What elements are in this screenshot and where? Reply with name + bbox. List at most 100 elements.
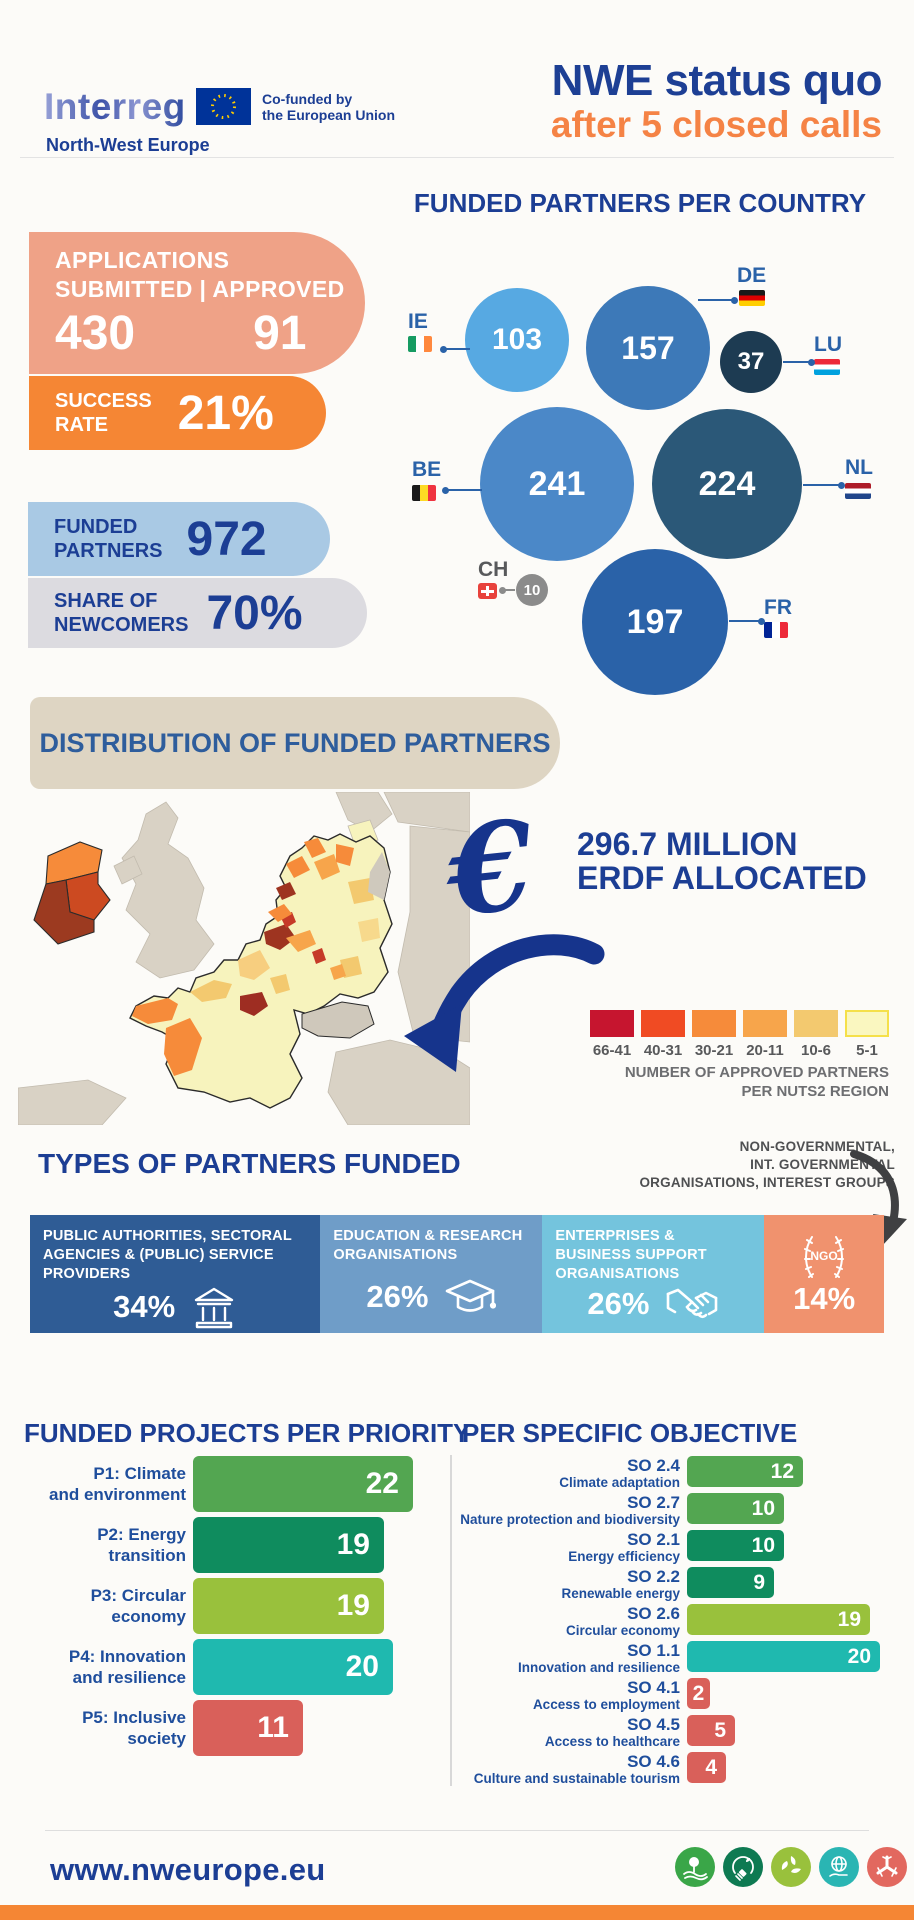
- priority-label-line1: P5: Inclusive: [82, 1707, 186, 1727]
- so-label-4-6: SO 4.6 Culture and sustainable tourism: [460, 1752, 680, 1787]
- priority-value: 20: [345, 1650, 379, 1683]
- ch-flag-icon: [478, 583, 497, 599]
- applications-box: APPLICATIONS SUBMITTED | APPROVED 430 91: [29, 232, 365, 374]
- so-value: 10: [751, 1496, 775, 1520]
- interreg-logo: Interreg: [44, 86, 186, 128]
- label-nl: NL: [845, 456, 873, 479]
- ngo-laurel-icon: NGO: [804, 1236, 845, 1278]
- priority-label-line1: P4: Innovation: [68, 1646, 186, 1666]
- legend-label: 66-41: [592, 1042, 632, 1059]
- legend-label: 5-1: [856, 1042, 878, 1059]
- priority-label-line1: P2: Energy: [97, 1524, 186, 1544]
- distribution-title-box: DISTRIBUTION OF FUNDED PARTNERS: [30, 697, 560, 789]
- innovation-resilience-icon: [819, 1847, 859, 1887]
- legend-swatch-5-1: [845, 1010, 889, 1037]
- newcomers-box: SHARE OF NEWCOMERS 70%: [28, 578, 367, 648]
- programme-name: North-West Europe: [46, 135, 210, 155]
- so-value: 2: [692, 1681, 705, 1705]
- so-value: 20: [847, 1644, 871, 1668]
- leader-line-lu: [783, 358, 815, 366]
- so-value: 19: [837, 1607, 861, 1631]
- so-bar-2-1: 10: [687, 1530, 784, 1561]
- lu-flag-icon: [814, 359, 840, 375]
- priority-label-line2: economy: [111, 1607, 186, 1626]
- bank-icon: [195, 1287, 234, 1328]
- legend-swatch-10-6: [794, 1010, 838, 1037]
- so-code: SO 2.6: [627, 1604, 680, 1623]
- so-desc: Circular economy: [565, 1622, 680, 1638]
- label-ch: CH: [478, 558, 509, 581]
- type-segment-education-research: EDUCATION & RESEARCH ORGANISATIONS 26%: [320, 1215, 543, 1333]
- legend-label: 30-21: [694, 1042, 734, 1059]
- priority-bar-p3: 19: [193, 1578, 384, 1634]
- so-code: SO 2.2: [627, 1567, 680, 1586]
- type-segment-public-authorities: PUBLIC AUTHORITIES, SECTORAL AGENCIES & …: [30, 1215, 321, 1333]
- priority-value: 19: [336, 1589, 370, 1622]
- types-note-line1: NON-GOVERNMENTAL,: [739, 1139, 895, 1154]
- leader-line-fr: [729, 617, 765, 625]
- so-value: 10: [751, 1533, 775, 1557]
- bubble-de-value: 157: [621, 329, 675, 366]
- newcomers-value: 70%: [206, 586, 303, 640]
- so-code: SO 2.4: [627, 1456, 680, 1475]
- bubble-lu-value: 37: [737, 348, 765, 375]
- priorities-title: FUNDED PROJECTS PER PRIORITY: [24, 1418, 471, 1448]
- priority-label-p3: P3: Circular economy: [24, 1578, 186, 1634]
- footer-priority-icons: [675, 1847, 907, 1887]
- ie-flag-icon: [408, 336, 432, 352]
- legend-swatch-66-41: [590, 1010, 634, 1037]
- bubble-ie-value: 103: [491, 323, 543, 356]
- graduation-cap-icon: [446, 1279, 497, 1312]
- so-label-2-6: SO 2.6 Circular economy: [460, 1604, 680, 1639]
- erdf-line1: 296.7 MILLION: [577, 826, 798, 862]
- euro-symbol: €: [440, 791, 541, 945]
- so-code: SO 4.6: [627, 1752, 680, 1771]
- priority-value: 19: [336, 1528, 370, 1561]
- leader-line-nl: [803, 481, 845, 489]
- priority-value: 22: [365, 1467, 399, 1500]
- newcomers-label-line1: SHARE OF: [54, 590, 158, 612]
- so-code: SO 2.7: [627, 1493, 680, 1512]
- map-ireland: [33, 841, 111, 945]
- bubble-fr: 197: [582, 549, 728, 695]
- ngo-label: NGO: [811, 1249, 838, 1263]
- eu-cofunded-line1: Co-funded by: [262, 91, 353, 107]
- so-value: 12: [770, 1459, 794, 1483]
- types-note: NON-GOVERNMENTAL, INT. GOVERNMENTAL ORGA…: [495, 1138, 895, 1193]
- label-be: BE: [412, 458, 442, 481]
- website-link[interactable]: www.nweurope.eu: [50, 1852, 326, 1887]
- so-label-2-4: SO 2.4 Climate adaptation: [460, 1456, 680, 1491]
- applications-approved-value: 91: [253, 306, 307, 360]
- legend-caption-line1: NUMBER OF APPROVED PARTNERS: [624, 1064, 889, 1081]
- map-legend-labels: 66-41 40-31 30-21 20-11 10-6 5-1: [590, 1042, 889, 1059]
- applications-label-line2: SUBMITTED | APPROVED: [55, 275, 345, 302]
- legend-label: 10-6: [800, 1042, 832, 1059]
- map-legend-caption: NUMBER OF APPROVED PARTNERS PER NUTS2 RE…: [489, 1064, 889, 1102]
- legend-caption-line2: PER NUTS2 REGION: [741, 1082, 889, 1100]
- bubble-nl-value: 224: [698, 464, 756, 503]
- bubble-ie: 103: [465, 288, 569, 392]
- erdf-allocated-text: 296.7 MILLION ERDF ALLOCATED: [577, 826, 867, 895]
- priority-label-p2: P2: Energy transition: [24, 1517, 186, 1573]
- leader-line-de: [698, 296, 738, 304]
- bubble-ch-value: 10: [523, 581, 541, 599]
- types-title: TYPES OF PARTNERS FUNDED: [38, 1148, 461, 1179]
- newcomers-label-line2: NEWCOMERS: [54, 614, 189, 636]
- fr-flag-icon: [764, 622, 788, 638]
- type-segment-label: ENTERPRISES & BUSINESS SUPPORT ORGANISAT…: [555, 1228, 707, 1282]
- objectives-title: PER SPECIFIC OBJECTIVE: [462, 1418, 798, 1448]
- so-bar-2-2: 9: [687, 1567, 774, 1598]
- so-value: 9: [753, 1570, 765, 1594]
- objectives-divider: [450, 1455, 452, 1786]
- leader-line-be: [442, 486, 482, 494]
- applications-submitted-value: 430: [55, 306, 136, 360]
- energy-transition-icon: [723, 1847, 763, 1887]
- so-label-2-1: SO 2.1 Energy efficiency: [460, 1530, 680, 1565]
- non-programme-land: [18, 792, 470, 1125]
- legend-label: 40-31: [643, 1042, 683, 1059]
- so-label-4-5: SO 4.5 Access to healthcare: [460, 1715, 680, 1750]
- type-segment-value: 26%: [587, 1285, 650, 1321]
- types-stacked-bar: PUBLIC AUTHORITIES, SECTORAL AGENCIES & …: [30, 1215, 884, 1333]
- nl-flag-icon: [845, 483, 871, 499]
- funded-partners-value: 972: [186, 512, 267, 566]
